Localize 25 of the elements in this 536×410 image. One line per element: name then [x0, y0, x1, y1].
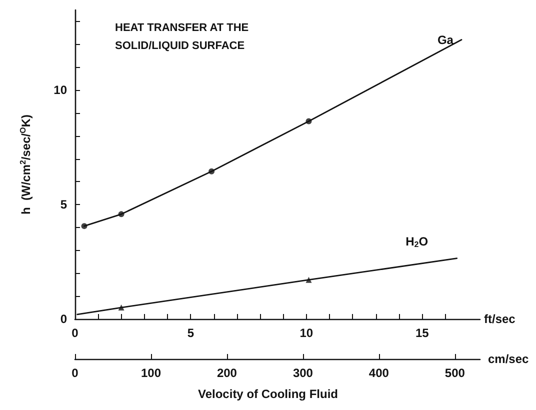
x-tick-label: 5 [187, 326, 194, 340]
point [306, 276, 312, 283]
text: HEAT TRANSFER AT THE SOLID/LIQUID SURFACE [115, 22, 249, 52]
y-tick-label: 5 [60, 198, 68, 212]
x2-tick-label: 300 [292, 366, 314, 380]
point [81, 223, 88, 230]
x-tick-label: 10 [300, 326, 314, 340]
point [208, 168, 215, 174]
x2-axis-title: cm/sec [488, 352, 530, 366]
y-tick-label: 0 [60, 312, 68, 326]
text: Velocity of Cooling Fluid [198, 387, 338, 401]
point [118, 211, 124, 218]
x2-tick-label: 500 [444, 366, 466, 380]
series-label: Ga [437, 32, 454, 47]
x2-tick-label: 400 [368, 366, 390, 380]
x2-tick-label: 0 [72, 366, 79, 380]
x2-tick-label: 100 [140, 366, 162, 380]
y-axis-title: h (W/cm2/sec/OK) [18, 114, 33, 215]
x2-tick-label: 200 [216, 366, 238, 380]
y-tick-label: 10 [54, 83, 68, 98]
x-axis-title: ft/sec [484, 312, 516, 326]
point [118, 304, 124, 311]
point [306, 118, 312, 124]
x-tick-label: 15 [415, 326, 430, 340]
x-tick-label: 0 [72, 326, 79, 340]
